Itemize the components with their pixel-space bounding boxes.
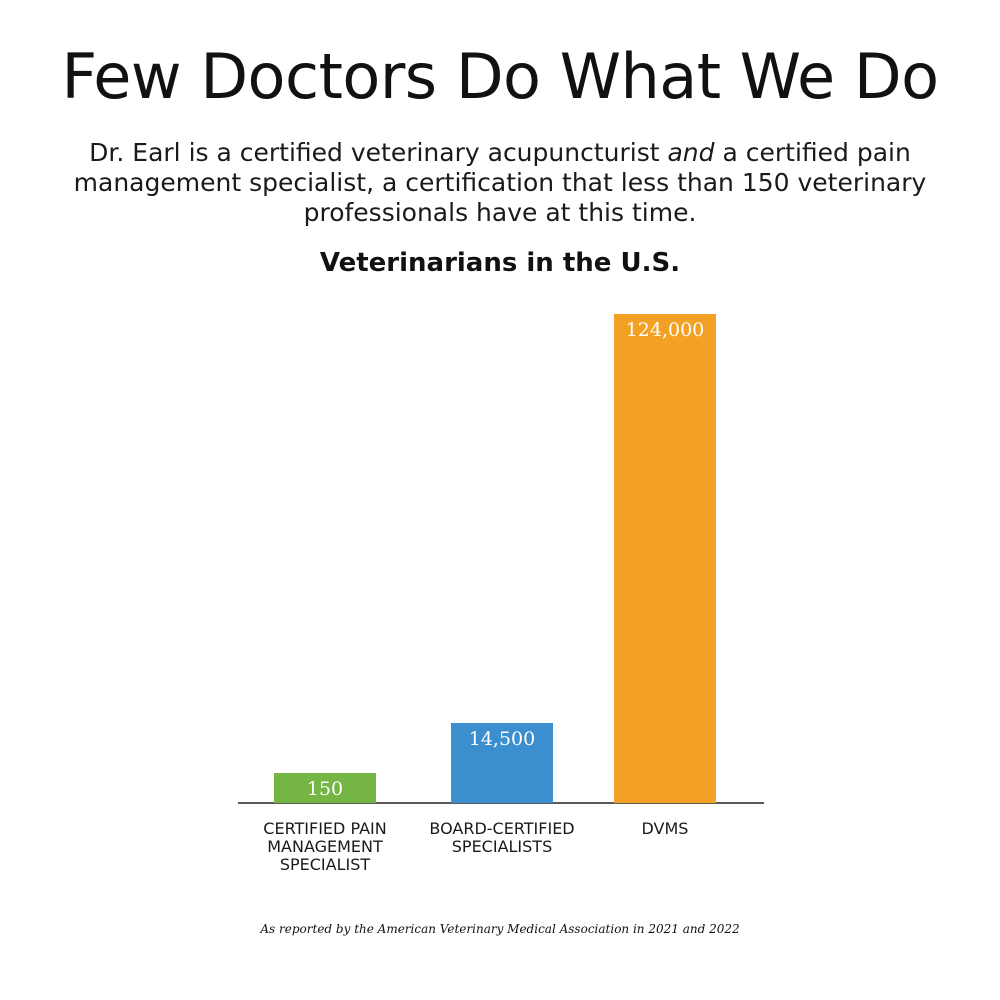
bar-value-label-3: 124,000 [626,319,705,341]
bar-3 [614,314,716,803]
page-title: Few Doctors Do What We Do [61,40,939,113]
category-label-1: CERTIFIED PAIN MANAGEMENT SPECIALIST [263,819,387,874]
bar-1 [274,773,376,803]
bar-2 [451,723,553,803]
category-label-3: DVMs [641,819,689,838]
intro-text-after: a certified pain management specialist, … [73,138,927,227]
intro-emphasis: and [667,138,715,167]
chart-title: Veterinarians in the U.S. [319,248,681,278]
bar-value-label-1: 150 [307,778,343,800]
intro-paragraph: Dr. Earl is a certified veterinary acupu… [60,138,940,228]
source-footnote: As reported by the American Veterinary M… [260,922,740,936]
category-label-2: BOARD-CERTIFIED SPECIALISTS [429,819,575,856]
bar-value-label-2: 14,500 [469,728,535,750]
intro-text-before: Dr. Earl is a certified veterinary acupu… [89,138,668,167]
